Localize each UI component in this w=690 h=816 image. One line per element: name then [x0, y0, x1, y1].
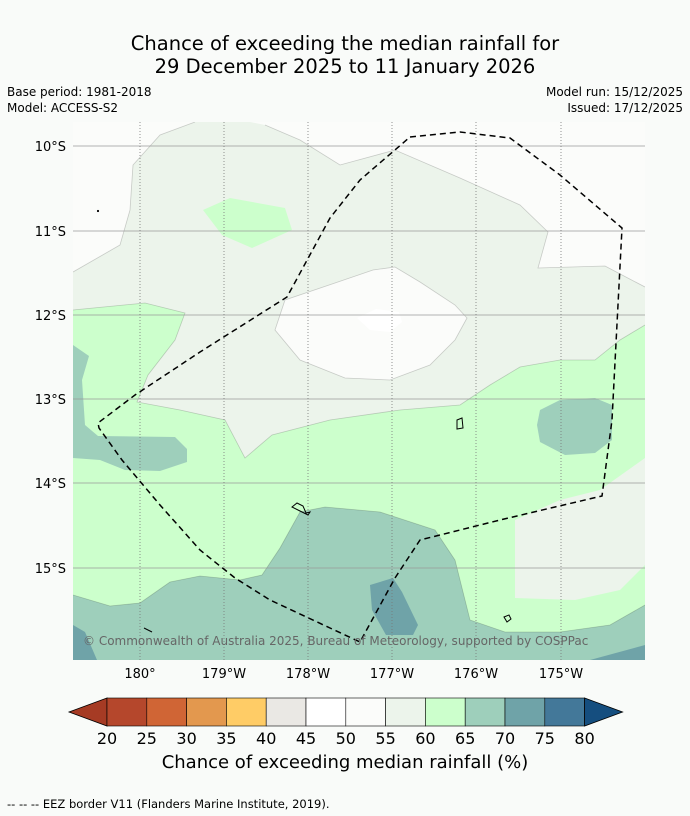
base-period: Base period: 1981-2018	[7, 85, 152, 99]
latitude-label: 14°S	[35, 477, 66, 492]
eez-border	[97, 131, 623, 643]
issued-date: Issued: 17/12/2025	[567, 101, 683, 115]
colorbar-tick-label: 80	[574, 729, 594, 748]
colorbar-swatch	[106, 697, 148, 727]
colorbar-swatch	[146, 697, 187, 727]
colorbar-swatch	[305, 697, 347, 727]
colorbar-tick-label: 30	[176, 729, 196, 748]
colorbar-tick-label: 35	[216, 729, 236, 748]
region-70-75-southwest	[73, 625, 97, 660]
model-name: Model: ACCESS-S2	[7, 101, 119, 115]
longitude-labels: 180° 179°W 178°W 177°W 176°W 175°W	[124, 667, 583, 682]
latitude-gridlines	[73, 145, 645, 569]
region-50-55-northwest	[73, 122, 195, 272]
colorbar-tick-label: 25	[137, 729, 157, 748]
colorbar-label: Chance of exceeding median rainfall (%)	[161, 752, 529, 773]
colorbar-tick-label: 20	[97, 729, 117, 748]
eez-legend-text: EEZ border V11 (Flanders Marine Institut…	[42, 797, 330, 811]
model-run: Model run: 15/12/2025	[545, 85, 683, 99]
colorbar-swatch	[385, 697, 426, 727]
colorbar-swatch	[226, 697, 267, 727]
colorbar-tick-label: 65	[455, 729, 475, 748]
colorbar-tick-label: 60	[415, 729, 435, 748]
colorbar-tick-label: 70	[495, 729, 515, 748]
colorbar-swatch	[186, 697, 227, 727]
region-60-65-south	[73, 303, 645, 660]
island-dot	[96, 209, 100, 213]
region-60-65-northwest-blob	[203, 198, 292, 248]
colorbar-swatch	[265, 697, 307, 727]
contour-line	[73, 302, 645, 459]
region-65-70-west	[73, 345, 187, 471]
contour-line	[264, 124, 645, 288]
latitude-label: 12°S	[35, 309, 66, 324]
longitude-label: 176°W	[454, 667, 498, 682]
island-outline	[503, 614, 512, 623]
longitude-label: 175°W	[539, 667, 583, 682]
latitude-label: 13°S	[35, 393, 66, 408]
longitude-label: 179°W	[202, 667, 246, 682]
island-outline	[291, 502, 312, 516]
colorbar-swatch	[345, 697, 386, 727]
colorbar-tick-label: 45	[296, 729, 316, 748]
colorbar-swatch	[464, 697, 506, 727]
region-65-70-south	[73, 507, 645, 660]
longitude-label: 177°W	[370, 667, 414, 682]
map-title-line-1: Chance of exceeding the median rainfall …	[130, 32, 560, 55]
colorbar-swatch	[544, 697, 585, 727]
latitude-labels: 10°S 11°S 12°S 13°S 14°S 15°S	[35, 140, 66, 577]
longitude-label: 178°W	[286, 667, 330, 682]
map-copyright: © Commonwealth of Australia 2025, Bureau…	[83, 634, 588, 648]
colorbar-tick-label: 50	[336, 729, 356, 748]
contour-line	[73, 506, 645, 633]
colorbar: 20 25 30 35 40 45 50 55 60 65 70 75 80	[67, 697, 624, 748]
contour-line	[274, 266, 468, 381]
island-outline	[143, 627, 153, 633]
map-plot-area: © Commonwealth of Australia 2025, Bureau…	[73, 122, 645, 660]
region-70-75-south-blob	[370, 578, 418, 635]
region-65-70-east-blob	[537, 398, 612, 455]
map-title-line-2: 29 December 2025 to 11 January 2026	[154, 55, 536, 78]
colorbar-extend-low	[67, 697, 108, 727]
latitude-label: 11°S	[35, 225, 66, 240]
colorbar-tick-label: 55	[375, 729, 395, 748]
colorbar-extend-high	[584, 697, 624, 727]
colorbar-tick-label: 40	[256, 729, 276, 748]
latitude-label: 10°S	[35, 140, 66, 155]
island-outline	[456, 417, 464, 430]
region-50-55-north	[250, 122, 645, 287]
eez-legend-symbol: -- -- --	[7, 797, 40, 811]
region-55-60-east	[515, 458, 645, 600]
contour-line	[73, 122, 196, 273]
longitude-label: 180°	[124, 667, 155, 682]
colorbar-tick-label: 75	[535, 729, 555, 748]
latitude-label: 15°S	[35, 562, 66, 577]
eez-legend: -- -- -- EEZ border V11 (Flanders Marine…	[7, 797, 330, 811]
colorbar-swatch	[504, 697, 546, 727]
region-70-75-southeast	[590, 645, 645, 660]
colorbar-swatch	[425, 697, 466, 727]
